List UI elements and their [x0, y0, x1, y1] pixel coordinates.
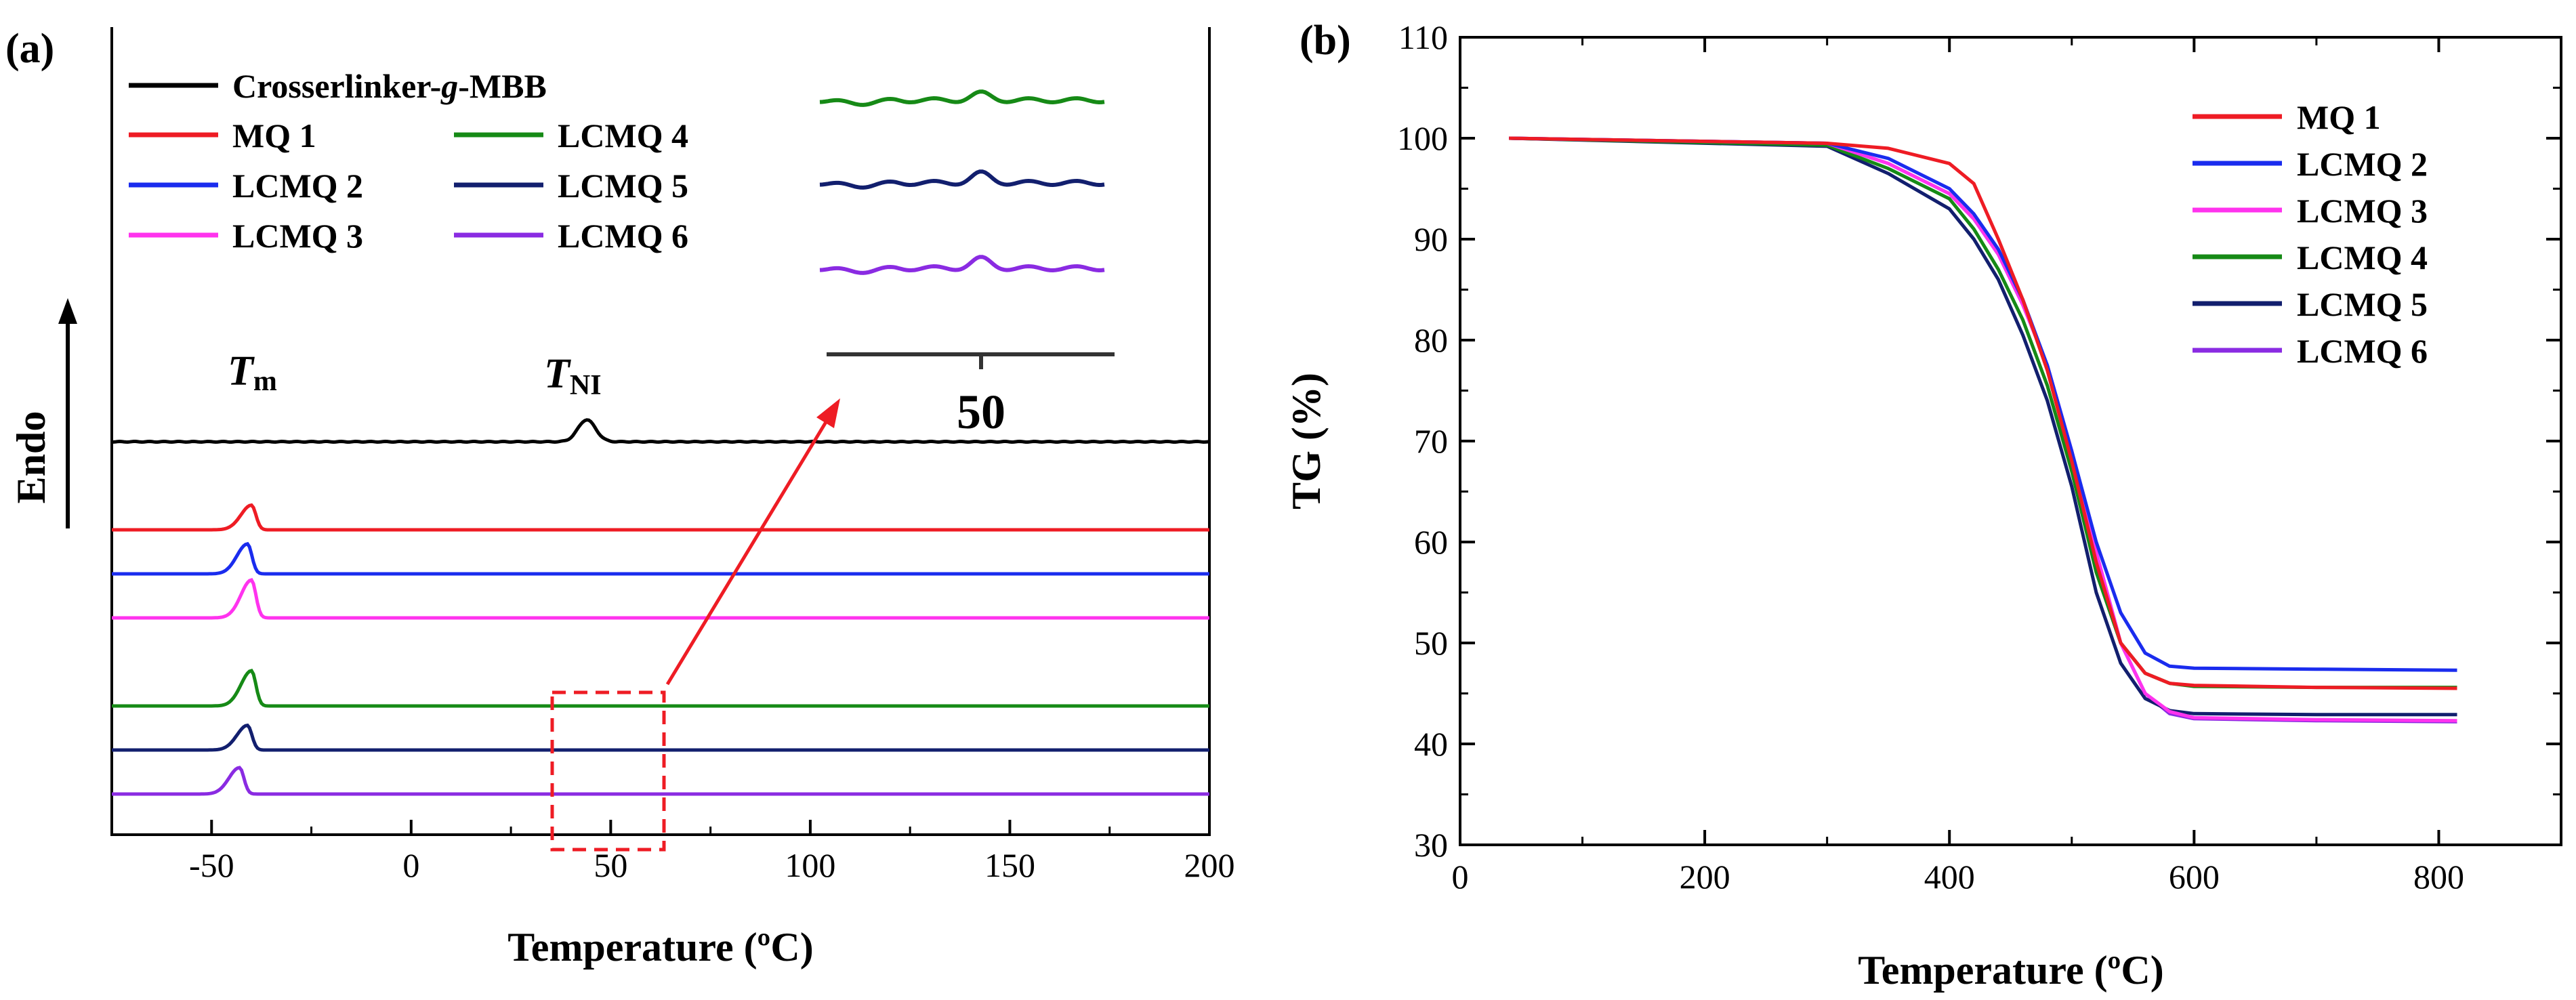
- tga-y-tick-labels: 30 40 50 60 70 80 90 100 110: [1397, 18, 1448, 864]
- zoom-arrow-head: [816, 398, 840, 428]
- dsc-curve-6: [112, 766, 1209, 796]
- tga-legend-label-lcmq-2: LCMQ 2: [2297, 145, 2428, 183]
- dsc-x-tick-label: 50: [594, 846, 627, 884]
- dsc-curve-3: [112, 578, 1209, 620]
- tga-legend-label-lcmq-4: LCMQ 4: [2297, 238, 2428, 276]
- zoom-region-box: [550, 690, 666, 852]
- tga-curve-lcmq-2: [1509, 136, 2457, 672]
- tga-x-tick-label: 200: [1680, 858, 1730, 896]
- tga-x-tick-labels: 0 200 400 600 800: [1452, 858, 2464, 896]
- dsc-curve-0: [111, 418, 1210, 444]
- tga-y-tick-label: 40: [1414, 725, 1448, 763]
- tga-y-tick-label: 60: [1414, 523, 1448, 561]
- tga-panel: (b) 30 40 50 60 70 80 90 100 110 0 200 4…: [1284, 18, 2562, 993]
- inset-curve-lcmq-6: [819, 255, 1105, 275]
- tga-legend-label-lcmq-6: LCMQ 6: [2297, 332, 2428, 370]
- tga-x-tick-label: 400: [1924, 858, 1975, 896]
- dsc-x-tick-labels: -50 0 50 100 150 200: [189, 846, 1235, 884]
- tga-legend-label-mq-1: MQ 1: [2297, 98, 2381, 136]
- tga-y-tick-label: 100: [1397, 119, 1448, 157]
- tga-y-tick-label: 110: [1398, 18, 1448, 56]
- endo-arrow-head: [58, 298, 77, 324]
- tga-y-tick-label: 80: [1414, 321, 1448, 359]
- tga-legend: MQ 1 LCMQ 2 LCMQ 3 LCMQ 4 LCMQ 5 LCMQ 6: [2193, 98, 2428, 370]
- dsc-x-ticks: [110, 820, 1211, 835]
- legend-label-lcmq-2: LCMQ 2: [232, 167, 363, 205]
- tga-y-tick-label: 50: [1414, 624, 1448, 662]
- zoom-arrow: [665, 417, 830, 686]
- legend-label-mq-1: MQ 1: [232, 117, 316, 154]
- dsc-curve-4: [112, 669, 1209, 708]
- legend-label-lcmq-6: LCMQ 6: [558, 217, 688, 255]
- dsc-y-axis-label: Endo: [9, 411, 54, 504]
- tga-x-tick-label: 800: [2413, 858, 2464, 896]
- tga-legend-label-lcmq-5: LCMQ 5: [2297, 285, 2428, 323]
- tga-x-tick-label: 600: [2169, 858, 2220, 896]
- dsc-axes-frame: [110, 27, 1211, 836]
- legend-label-lcmq-5: LCMQ 5: [558, 167, 688, 205]
- tga-curve-lcmq-5: [1509, 136, 2457, 717]
- tga-y-tick-label: 30: [1414, 826, 1448, 864]
- dsc-x-tick-label: 150: [984, 846, 1035, 884]
- dsc-x-tick-label: 100: [785, 846, 835, 884]
- dsc-curve-5: [112, 723, 1209, 752]
- dsc-x-tick-label: -50: [189, 846, 234, 884]
- tga-y-tick-label: 90: [1414, 220, 1448, 258]
- tga-curves: [1509, 136, 2457, 724]
- tga-curve-mq-1: [1509, 136, 2457, 690]
- dsc-inset: 50: [819, 89, 1115, 439]
- tni-annotation: TNI: [544, 351, 602, 401]
- inset-curve-lcmq-4: [819, 89, 1105, 107]
- tga-x-axis-label: Temperature (ºC): [1858, 948, 2163, 993]
- dsc-legend: Crosserlinker-g-MBB MQ 1 LCMQ 2 LCMQ 3 L…: [129, 67, 688, 255]
- dsc-x-tick-label: 0: [402, 846, 419, 884]
- inset-tick-label: 50: [957, 385, 1005, 439]
- legend-label-lcmq-4: LCMQ 4: [558, 117, 688, 154]
- dsc-curve-2: [112, 541, 1209, 576]
- tga-legend-label-lcmq-3: LCMQ 3: [2297, 192, 2428, 230]
- panel-b-label: (b): [1300, 18, 1351, 64]
- tga-y-axis-label: TG (%): [1284, 373, 1329, 509]
- tga-x-tick-label: 0: [1452, 858, 1469, 896]
- legend-label-lcmq-3: LCMQ 3: [232, 217, 363, 255]
- panel-a-label: (a): [5, 26, 54, 72]
- dsc-curves: [111, 418, 1210, 796]
- dsc-panel: (a) Endo -50 0 50 100 150 200 Temperatur…: [5, 26, 1235, 970]
- inset-curve-lcmq-5: [819, 169, 1105, 190]
- dsc-x-tick-label: 200: [1184, 846, 1235, 884]
- dsc-x-axis-label: Temperature (ºC): [507, 925, 813, 970]
- tm-annotation: Tm: [228, 348, 277, 397]
- dsc-curve-1: [112, 503, 1209, 532]
- tga-ticks: [1459, 36, 2561, 846]
- tga-y-tick-label: 70: [1414, 422, 1448, 460]
- legend-label-crosslinker: Crosserlinker-g-MBB: [232, 67, 547, 105]
